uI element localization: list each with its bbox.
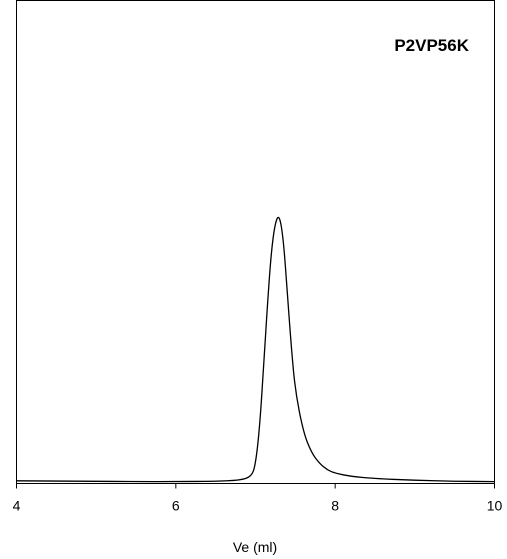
plot-frame xyxy=(16,0,495,484)
x-tick-labels: 4 6 8 10 xyxy=(13,498,503,514)
x-tick-label: 8 xyxy=(331,498,339,514)
chart-annotation: P2VP56K xyxy=(394,36,469,55)
x-tick-label: 6 xyxy=(172,498,180,514)
x-tick-label: 10 xyxy=(487,498,503,514)
x-ticks xyxy=(16,483,495,489)
series-line xyxy=(16,216,495,483)
x-axis-label: Ve (ml) xyxy=(233,539,277,555)
x-tick-label: 4 xyxy=(13,498,21,514)
